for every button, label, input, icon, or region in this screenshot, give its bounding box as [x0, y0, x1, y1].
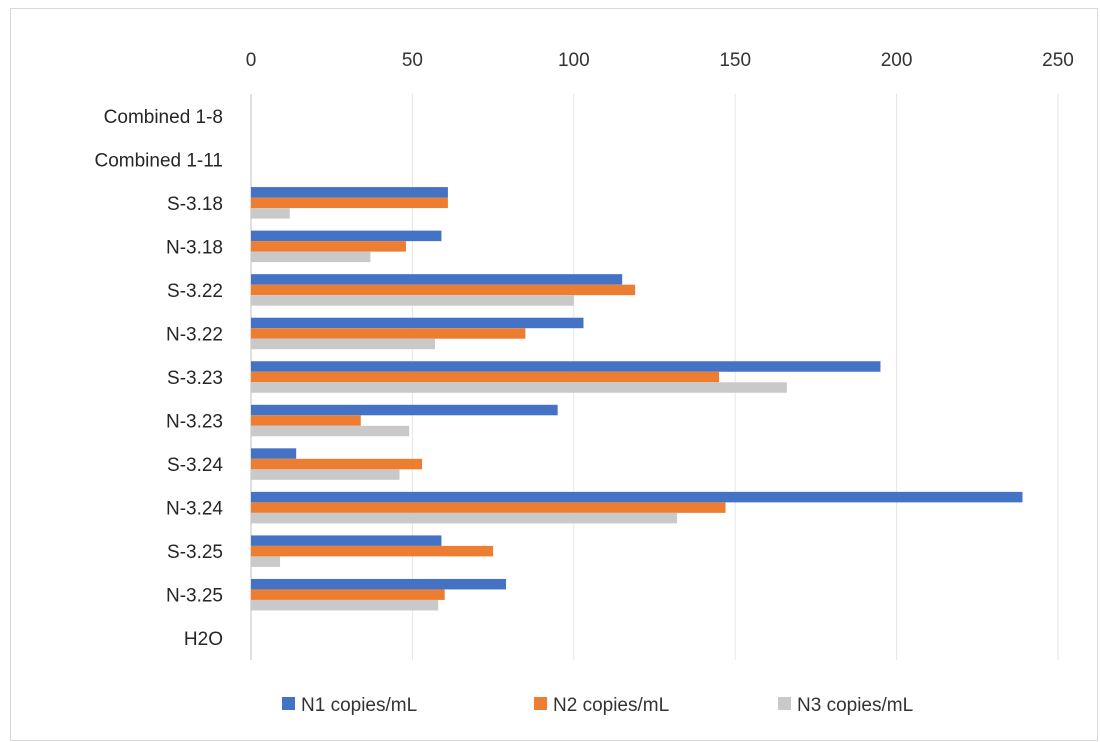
- bar-S-3.18-N1 copies/mL: [251, 187, 448, 198]
- legend: N1 copies/mL N2 copies/mL N3 copies/mL: [282, 695, 913, 716]
- bars: [251, 187, 1023, 611]
- bar-S-3.25-N3 copies/mL: [251, 556, 281, 567]
- bar-N-3.18-N2 copies/mL: [251, 241, 406, 252]
- category-label: Combined 1-11: [94, 150, 223, 171]
- bar-S-3.25-N2 copies/mL: [251, 545, 494, 557]
- x-tick-label: 100: [558, 50, 590, 71]
- bar-N-3.24-N3 copies/mL: [251, 512, 678, 524]
- category-label: S-3.18: [167, 194, 223, 215]
- legend-swatch: [778, 697, 791, 710]
- category-label: N-3.23: [166, 412, 223, 433]
- bar-N-3.25-N2 copies/mL: [251, 589, 445, 600]
- bar-N-3.23-N2 copies/mL: [251, 415, 361, 426]
- x-axis-ticks: 0 50 100 150 200 250: [246, 50, 1074, 71]
- legend-swatch: [534, 697, 547, 710]
- x-tick-label: 250: [1042, 50, 1074, 71]
- category-label: Combined 1-8: [104, 107, 223, 128]
- bar-S-3.25-N1 copies/mL: [251, 535, 442, 546]
- bar-N-3.24-N2 copies/mL: [251, 502, 726, 513]
- legend-label: N1 copies/mL: [301, 695, 417, 716]
- bar-S-3.23-N1 copies/mL: [251, 361, 881, 372]
- category-label: S-3.25: [167, 542, 223, 563]
- legend-label: N2 copies/mL: [553, 695, 669, 716]
- bar-S-3.24-N3 copies/mL: [251, 469, 400, 480]
- bar-N-3.25-N1 copies/mL: [251, 578, 507, 590]
- bar-S-3.22-N2 copies/mL: [251, 284, 636, 296]
- bar-S-3.18-N3 copies/mL: [251, 208, 290, 219]
- x-tick-label: 50: [402, 50, 423, 71]
- bar-S-3.22-N1 copies/mL: [251, 274, 623, 285]
- legend-swatch: [282, 697, 295, 710]
- category-label: N-3.24: [166, 499, 223, 520]
- legend-label: N3 copies/mL: [797, 695, 913, 716]
- x-tick-label: 0: [246, 50, 257, 71]
- category-label: S-3.24: [167, 455, 223, 476]
- category-labels: Combined 1-8 Combined 1-11 S-3.18 N-3.18 S-3…: [94, 107, 223, 650]
- category-label: N-3.25: [166, 586, 223, 607]
- bar-N-3.22-N1 copies/mL: [251, 317, 584, 329]
- bar-N-3.25-N3 copies/mL: [251, 599, 439, 611]
- bar-S-3.18-N2 copies/mL: [251, 197, 448, 209]
- bar-S-3.23-N3 copies/mL: [251, 382, 787, 393]
- x-tick-label: 200: [881, 50, 913, 71]
- bar-N-3.23-N3 copies/mL: [251, 425, 410, 437]
- category-label: N-3.18: [166, 237, 223, 258]
- category-label: S-3.22: [167, 281, 223, 302]
- bar-N-3.24-N1 copies/mL: [251, 491, 1023, 503]
- category-label: S-3.23: [167, 368, 223, 389]
- bar-S-3.23-N2 copies/mL: [251, 371, 720, 383]
- x-tick-label: 150: [719, 50, 751, 71]
- bar-S-3.24-N1 copies/mL: [251, 448, 297, 459]
- bar-N-3.18-N1 copies/mL: [251, 230, 442, 242]
- category-label: H2O: [184, 629, 223, 650]
- bar-S-3.24-N2 copies/mL: [251, 458, 423, 470]
- bar-S-3.22-N3 copies/mL: [251, 295, 574, 306]
- bar-N-3.22-N2 copies/mL: [251, 328, 526, 339]
- bar-N-3.23-N1 copies/mL: [251, 404, 558, 416]
- category-label: N-3.22: [166, 324, 223, 345]
- bar-N-3.22-N3 copies/mL: [251, 338, 435, 350]
- bar-N-3.18-N3 copies/mL: [251, 251, 371, 263]
